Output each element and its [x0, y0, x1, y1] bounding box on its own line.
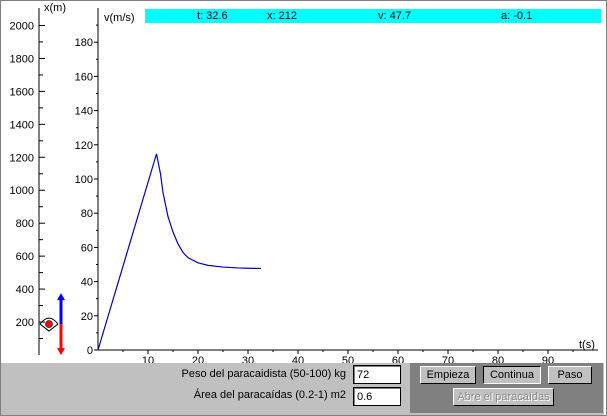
velocity-axis-tick-label: 140	[75, 106, 93, 118]
velocity-axis-tick-label: 20	[81, 311, 93, 323]
velocity-axis-tick-label: 40	[81, 277, 93, 289]
parachutist-marker	[39, 293, 65, 356]
weight-input[interactable]	[353, 365, 401, 384]
weight-force-arrow-head	[57, 348, 65, 356]
status-bar: t: 32.6 x: 212 v: 47.7 a: -0.1	[145, 9, 601, 23]
parachute-icon	[39, 317, 59, 332]
position-axis-tick-label: 600	[16, 251, 34, 263]
position-axis-tick-label: 1800	[10, 53, 34, 65]
start-button[interactable]: Empieza	[420, 366, 476, 384]
position-axis-tick-label: 1400	[10, 119, 34, 131]
position-axis-tick-label: 200	[16, 317, 34, 329]
area-label: Área del paracaídas (0.2-1) m2	[193, 389, 346, 401]
velocity-axis-tick-label: 100	[75, 174, 93, 186]
position-axis-tick-label: 400	[16, 284, 34, 296]
position-axis-tick-label: 1000	[10, 185, 34, 197]
drag-force-arrow-head	[57, 293, 65, 301]
velocity-axis-tick-label: 60	[81, 242, 93, 254]
velocity-curve	[97, 153, 262, 351]
status-velocity: v: 47.7	[378, 10, 412, 22]
position-axis-tick-label: 2000	[10, 20, 34, 32]
status-time: t: 32.6	[197, 10, 228, 22]
parachutist-body-icon	[45, 320, 53, 328]
velocity-axis-tick-label: 180	[75, 37, 93, 49]
time-axis-label: t(s)	[579, 339, 595, 351]
position-axis-tick-label: 1600	[10, 86, 34, 98]
velocity-axis-tick-label: 0	[87, 345, 93, 357]
position-axis-tick-label: 1200	[10, 152, 34, 164]
continue-button[interactable]: Continua	[483, 366, 541, 384]
position-axis-ticks: 2000 1800 1600 1400 1200 1000 800 600 400 200	[10, 20, 45, 340]
open-parachute-button[interactable]: Abre el paracaídas	[453, 388, 554, 406]
velocity-axis-tick-label: 80	[81, 208, 93, 220]
velocity-axis-tick-label: 160	[75, 71, 93, 83]
position-axis-label: x(m)	[44, 2, 66, 14]
status-acceleration: a: -0.1	[501, 10, 533, 22]
step-button[interactable]: Paso	[548, 366, 592, 384]
velocity-axis-label: v(m/s)	[104, 12, 135, 24]
position-axis-tick-label: 800	[16, 218, 34, 230]
weight-label: Peso del paracaidista (50-100) kg	[181, 368, 346, 380]
area-input[interactable]	[353, 387, 401, 406]
status-position: x: 212	[267, 10, 297, 22]
velocity-axis-ticks: 0 20 40 60 80 100 120 140 160 180	[75, 24, 98, 357]
velocity-axis-tick-label: 120	[75, 140, 93, 152]
